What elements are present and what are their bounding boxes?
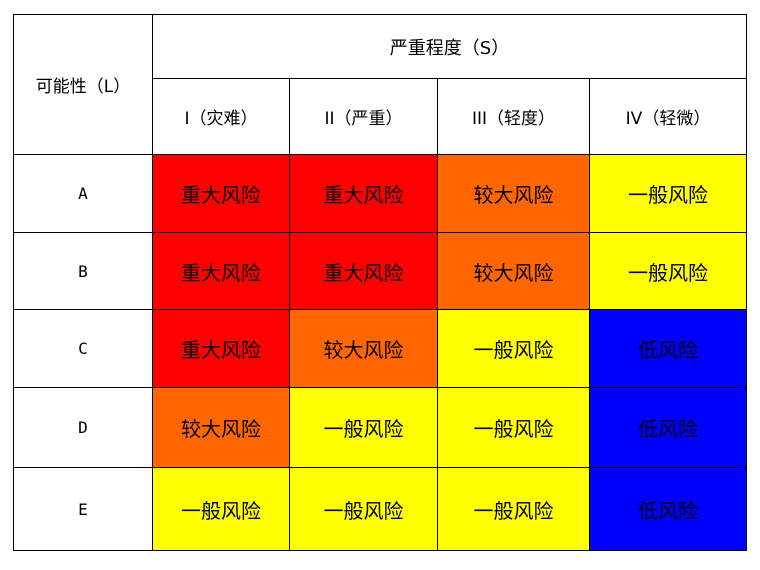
column-header-iii: III（轻度） xyxy=(437,78,590,155)
risk-cell: 较大风险 xyxy=(437,232,590,310)
risk-cell: 一般风险 xyxy=(437,309,590,388)
risk-cell: 一般风险 xyxy=(589,232,747,310)
risk-cell: 低风险 xyxy=(589,467,747,551)
risk-cell: 重大风险 xyxy=(152,154,290,233)
severity-header: 严重程度（S） xyxy=(152,14,747,79)
risk-cell: 重大风险 xyxy=(289,232,438,310)
risk-cell: 一般风险 xyxy=(152,467,290,551)
header-row-columns: I（灾难） II（严重） III（轻度） IV（轻微） xyxy=(14,78,747,155)
table-row: B 重大风险 重大风险 较大风险 一般风险 xyxy=(13,232,747,310)
likelihood-header: 可能性（L） xyxy=(13,14,153,155)
row-label: A xyxy=(13,154,153,233)
risk-cell: 一般风险 xyxy=(289,387,438,468)
risk-cell: 一般风险 xyxy=(437,387,590,468)
header-row-severity: 可能性（L） 严重程度（S） xyxy=(13,14,747,155)
risk-cell: 低风险 xyxy=(589,309,747,388)
table-row: A 重大风险 重大风险 较大风险 一般风险 xyxy=(13,154,747,233)
risk-cell: 一般风险 xyxy=(437,467,590,551)
risk-cell: 较大风险 xyxy=(289,309,438,388)
table-row: E 一般风险 一般风险 一般风险 低风险 xyxy=(13,467,747,551)
column-header-ii: II（严重） xyxy=(289,78,438,155)
column-header-iv: IV（轻微） xyxy=(589,78,747,155)
table-row: C 重大风险 较大风险 一般风险 低风险 xyxy=(13,309,747,388)
row-label: D xyxy=(13,387,153,468)
row-label: E xyxy=(13,467,153,551)
risk-cell: 低风险 xyxy=(589,387,747,468)
risk-cell: 重大风险 xyxy=(152,309,290,388)
row-label: C xyxy=(13,309,153,388)
risk-cell: 一般风险 xyxy=(589,154,747,233)
risk-matrix-table: 可能性（L） 严重程度（S） I（灾难） II（严重） III（轻度） IV（轻… xyxy=(13,14,747,551)
risk-cell: 重大风险 xyxy=(289,154,438,233)
risk-cell: 重大风险 xyxy=(152,232,290,310)
column-header-i: I（灾难） xyxy=(152,78,290,155)
risk-cell: 较大风险 xyxy=(437,154,590,233)
table-row: D 较大风险 一般风险 一般风险 低风险 xyxy=(13,387,747,468)
risk-cell: 较大风险 xyxy=(152,387,290,468)
risk-cell: 一般风险 xyxy=(289,467,438,551)
row-label: B xyxy=(13,232,153,310)
